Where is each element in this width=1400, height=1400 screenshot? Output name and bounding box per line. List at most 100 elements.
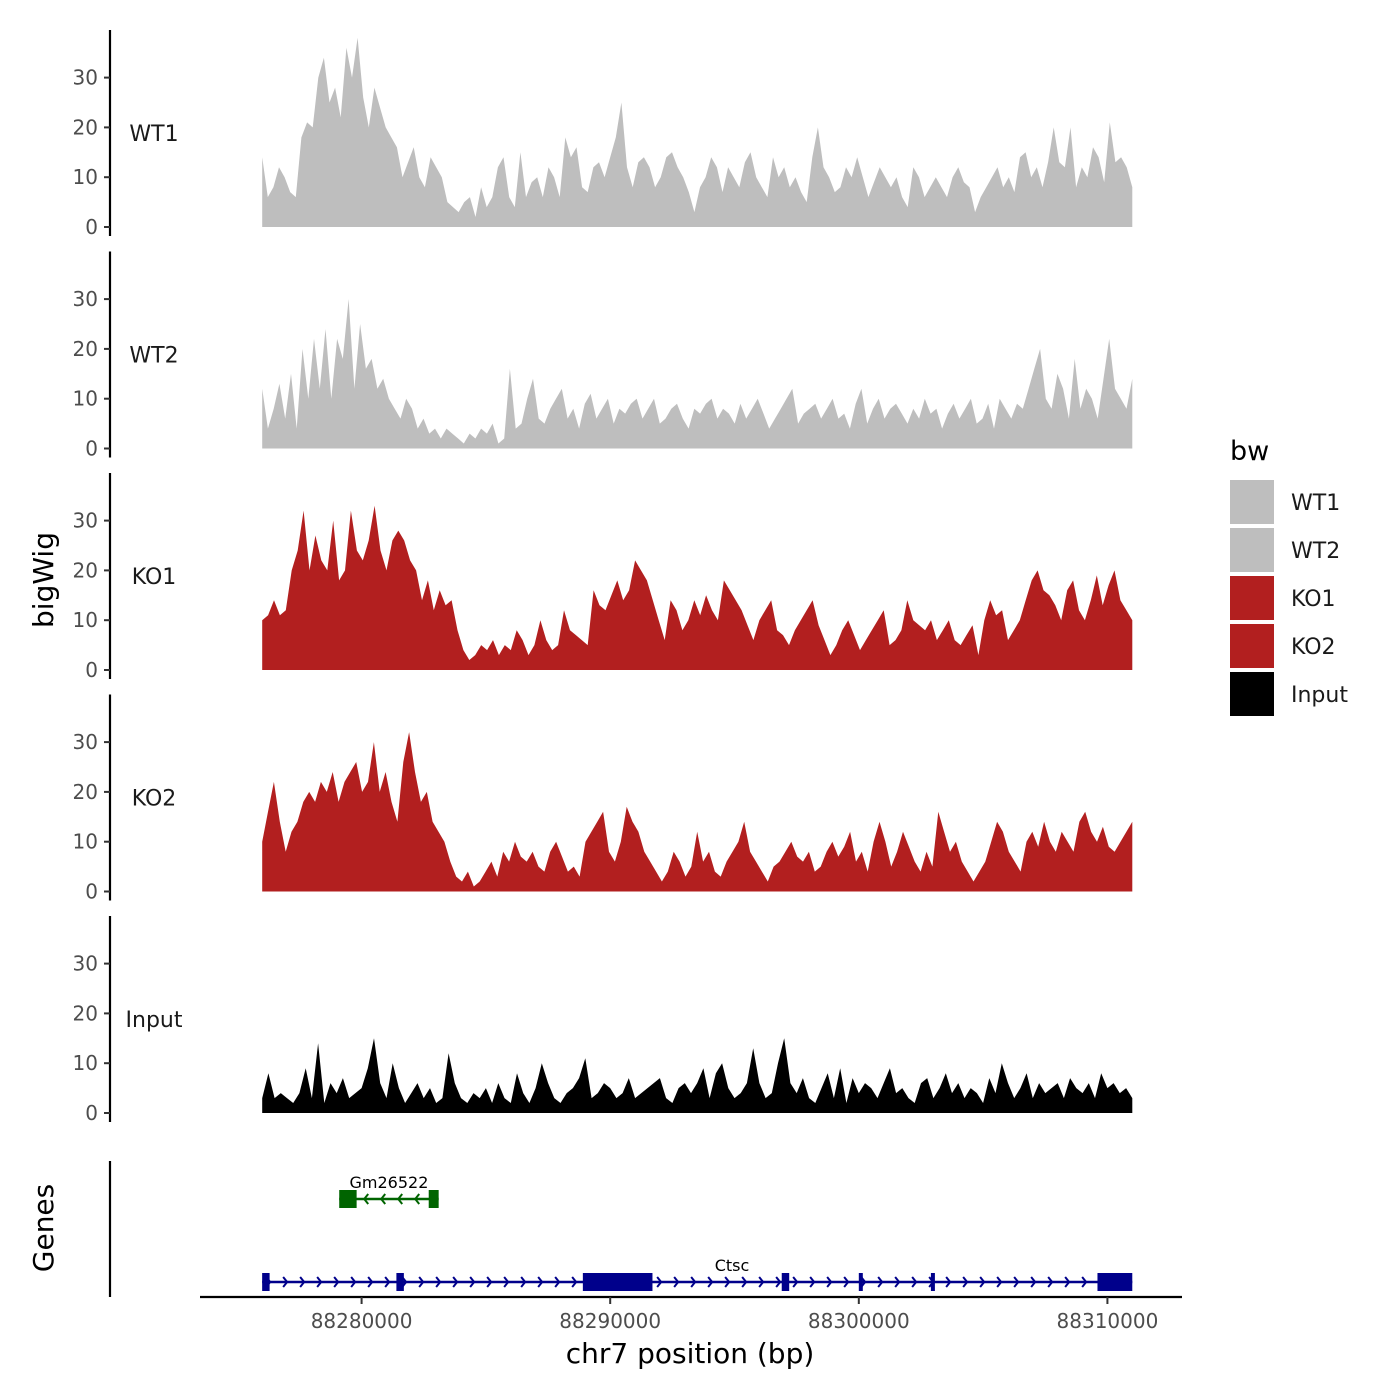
y-tick-label: 20 — [73, 1001, 98, 1025]
strand-arrow — [1030, 1276, 1037, 1288]
y-tick-label: 0 — [85, 1101, 98, 1125]
legend-label: Input — [1291, 683, 1348, 708]
exon — [339, 1190, 357, 1208]
strand-arrow — [413, 1193, 421, 1205]
legend-item-wt1: WT1 — [1230, 480, 1340, 524]
strand-arrow — [673, 1276, 680, 1288]
strand-arrow — [537, 1276, 544, 1288]
exon — [428, 1190, 439, 1208]
y-tick-label: 30 — [73, 509, 98, 533]
strand-arrow — [503, 1276, 510, 1288]
y-tick-label: 0 — [85, 437, 98, 461]
strand-arrow — [362, 1193, 370, 1205]
strand-arrow — [396, 1193, 404, 1205]
track-label: WT1 — [129, 122, 178, 147]
strand-arrow — [554, 1276, 561, 1288]
legend-item-wt2: WT2 — [1230, 528, 1340, 572]
y-tick-label: 0 — [85, 880, 98, 904]
strand-arrow — [775, 1276, 782, 1288]
strand-arrow — [707, 1276, 714, 1288]
strand-arrow — [656, 1276, 663, 1288]
genes-panel: Gm26522 Ctsc — [108, 1161, 1133, 1297]
exon — [1097, 1273, 1133, 1291]
x-tick-label: 88290000 — [559, 1309, 661, 1333]
legend: bw WT1 WT2 KO1 KO2 Input — [1230, 436, 1348, 716]
y-tick-label: 20 — [73, 337, 98, 361]
strand-arrow — [690, 1276, 697, 1288]
x-axis: 88280000 88290000 88300000 88310000 — [200, 1295, 1182, 1333]
coverage-area — [262, 37, 1133, 227]
legend-swatch — [1230, 480, 1274, 524]
legend-item-input: Input — [1230, 672, 1348, 716]
strand-arrow — [979, 1276, 986, 1288]
strand-arrow — [877, 1276, 884, 1288]
legend-label: KO1 — [1291, 587, 1336, 612]
exon — [396, 1273, 404, 1291]
y-tick-label: 20 — [73, 780, 98, 804]
strand-arrow — [724, 1276, 731, 1288]
legend-title: bw — [1230, 436, 1269, 467]
strand-arrow — [333, 1276, 340, 1288]
strand-arrow — [1064, 1276, 1071, 1288]
coverage-area — [262, 732, 1133, 892]
legend-swatch — [1230, 576, 1274, 620]
strand-arrow — [435, 1276, 442, 1288]
y-tick-label: 30 — [73, 287, 98, 311]
legend-swatch — [1230, 624, 1274, 668]
coverage-area — [262, 1038, 1133, 1113]
track-input: 0 10 20 30 Input — [73, 916, 1133, 1125]
strand-arrow — [962, 1276, 969, 1288]
y-tick-label: 0 — [85, 215, 98, 239]
strand-arrow — [826, 1276, 833, 1288]
x-tick-label: 88310000 — [1057, 1309, 1159, 1333]
gene-gm26522: Gm26522 — [339, 1173, 439, 1208]
coverage-area — [262, 299, 1133, 449]
x-axis-title: chr7 position (bp) — [566, 1337, 815, 1370]
track-label: Input — [126, 1008, 183, 1033]
y-tick-label: 30 — [73, 730, 98, 754]
gene-name-label: Gm26522 — [349, 1173, 428, 1192]
y-tick-label: 10 — [73, 608, 98, 632]
strand-arrow — [809, 1276, 816, 1288]
strand-arrow — [350, 1276, 357, 1288]
track-label: WT2 — [129, 344, 178, 369]
strand-arrow — [996, 1276, 1003, 1288]
track-wt2: 0 10 20 30 WT2 — [73, 251, 1133, 461]
coverage-area — [262, 505, 1133, 670]
strand-arrow — [741, 1276, 748, 1288]
strand-arrow — [469, 1276, 476, 1288]
legend-label: WT1 — [1291, 491, 1340, 516]
legend-items: WT1 WT2 KO1 KO2 Input — [1230, 480, 1348, 716]
strand-arrow — [384, 1276, 391, 1288]
exon — [262, 1273, 270, 1291]
strand-arrow — [911, 1276, 918, 1288]
track-panels: 0 10 20 30 WT1 0 10 20 30 WT2 0 10 20 30 KO1 0 10 20 30 KO2… — [73, 30, 1133, 1125]
y-tick-label: 30 — [73, 952, 98, 976]
track-label: KO1 — [132, 565, 177, 590]
strand-arrow — [418, 1276, 425, 1288]
legend-swatch — [1230, 528, 1274, 572]
track-ko1: 0 10 20 30 KO1 — [73, 473, 1133, 682]
gene-name-label: Ctsc — [715, 1256, 750, 1275]
y-tick-label: 10 — [73, 165, 98, 189]
strand-arrow — [452, 1276, 459, 1288]
strand-arrow — [843, 1276, 850, 1288]
y-tick-label: 10 — [73, 830, 98, 854]
y-tick-label: 30 — [73, 66, 98, 90]
strand-arrow — [1047, 1276, 1054, 1288]
strand-arrow — [758, 1276, 765, 1288]
y-tick-label: 20 — [73, 558, 98, 582]
strand-arrow — [1081, 1276, 1088, 1288]
x-tick-label: 88280000 — [311, 1309, 413, 1333]
track-wt1: 0 10 20 30 WT1 — [73, 30, 1133, 239]
legend-swatch — [1230, 672, 1274, 716]
legend-item-ko1: KO1 — [1230, 576, 1336, 620]
track-ko2: 0 10 20 30 KO2 — [73, 694, 1133, 904]
legend-label: KO2 — [1291, 635, 1336, 660]
strand-arrow — [945, 1276, 952, 1288]
strand-arrow — [379, 1193, 387, 1205]
strand-arrow — [299, 1276, 306, 1288]
exon — [781, 1273, 790, 1291]
strand-arrow — [571, 1276, 578, 1288]
